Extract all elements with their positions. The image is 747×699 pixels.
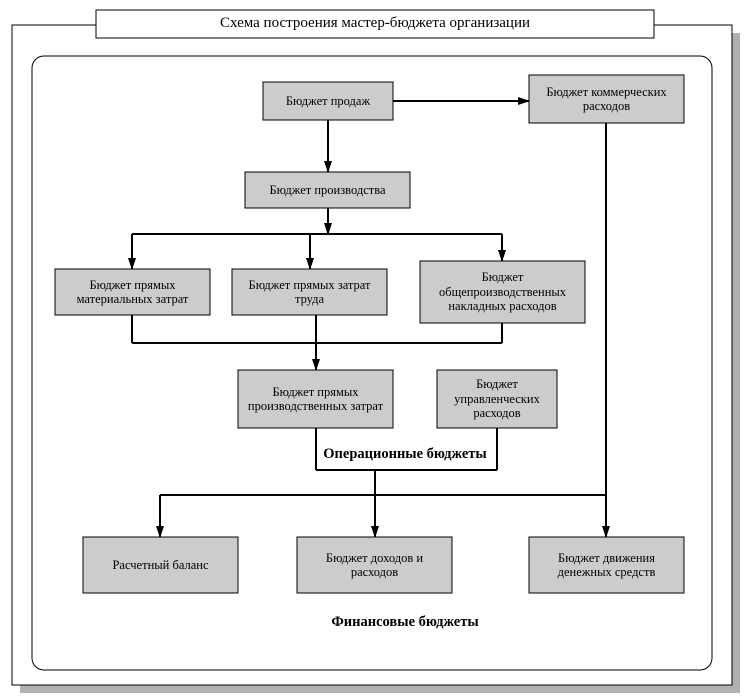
section-label-financial: Финансовые бюджеты (275, 614, 535, 634)
node-income: Бюджет доходов и расходов (297, 537, 452, 593)
node-labor: Бюджет прямых затрат труда (232, 269, 387, 315)
node-balance: Расчетный баланс (83, 537, 238, 593)
node-materials: Бюджет прямых материальных затрат (55, 269, 210, 315)
node-sales: Бюджет продаж (263, 82, 393, 120)
node-overhead: Бюджет общепроизводственных накладных ра… (420, 261, 585, 323)
node-production: Бюджет производства (245, 172, 410, 208)
diagram-title: Схема построения мастер-бюджета организа… (96, 10, 654, 38)
node-admin: Бюджет управленческих расходов (437, 370, 557, 428)
node-commercial: Бюджет коммерческих расходов (529, 75, 684, 123)
node-cashflow: Бюджет движения денежных средств (529, 537, 684, 593)
node-prod_costs: Бюджет прямых производственных затрат (238, 370, 393, 428)
diagram-stage: Бюджет продаж Бюджет коммерческих расходо… (0, 0, 747, 699)
section-label-operational: Операционные бюджеты (275, 446, 535, 466)
